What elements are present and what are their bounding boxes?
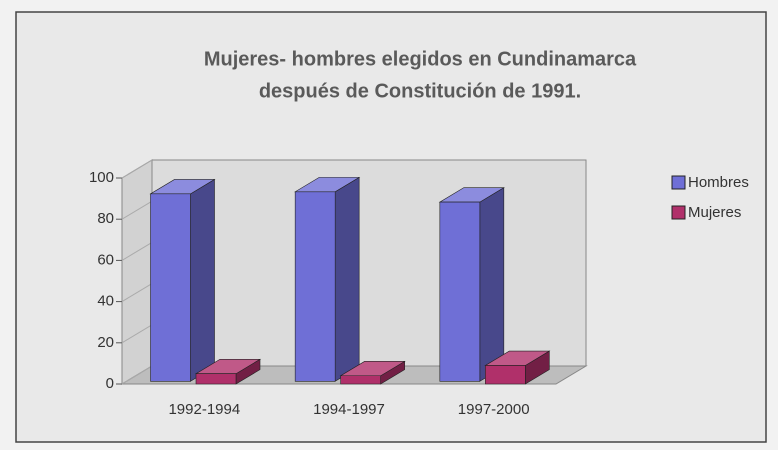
bar-side — [479, 187, 505, 382]
bar-side — [334, 176, 360, 382]
legend-swatch — [671, 205, 686, 220]
x-tick-label: 1994-1997 — [313, 401, 385, 418]
bar — [485, 365, 526, 385]
back-wall — [151, 159, 587, 367]
y-tick-label: 20 — [97, 334, 114, 351]
y-tick-label: 0 — [106, 375, 114, 392]
bar-side — [190, 178, 215, 382]
wall-edge — [121, 159, 153, 179]
bar — [294, 191, 336, 382]
wall-edge — [121, 200, 153, 220]
side-wall — [121, 159, 153, 385]
x-tick-label: 1997-2000 — [458, 401, 530, 418]
legend-label: Hombres — [688, 174, 749, 191]
y-tick-label: 100 — [89, 169, 114, 186]
wall-edge — [121, 365, 153, 385]
wall-edge — [121, 324, 153, 344]
bar — [439, 201, 481, 382]
chart-title: después de Constitución de 1991. — [259, 80, 581, 102]
legend-swatch — [671, 175, 686, 190]
y-tick-label: 40 — [97, 293, 114, 310]
bar — [150, 193, 191, 382]
bar — [195, 373, 237, 385]
bar — [340, 375, 381, 385]
chart-title: Mujeres- hombres elegidos en Cundinamarc… — [204, 48, 637, 70]
y-tick-label: 80 — [97, 210, 114, 227]
legend-label: Mujeres — [688, 204, 741, 221]
x-tick-label: 1992-1994 — [168, 401, 240, 418]
wall-edge — [121, 283, 153, 303]
y-tick-label: 60 — [97, 251, 114, 268]
wall-edge — [121, 241, 153, 261]
